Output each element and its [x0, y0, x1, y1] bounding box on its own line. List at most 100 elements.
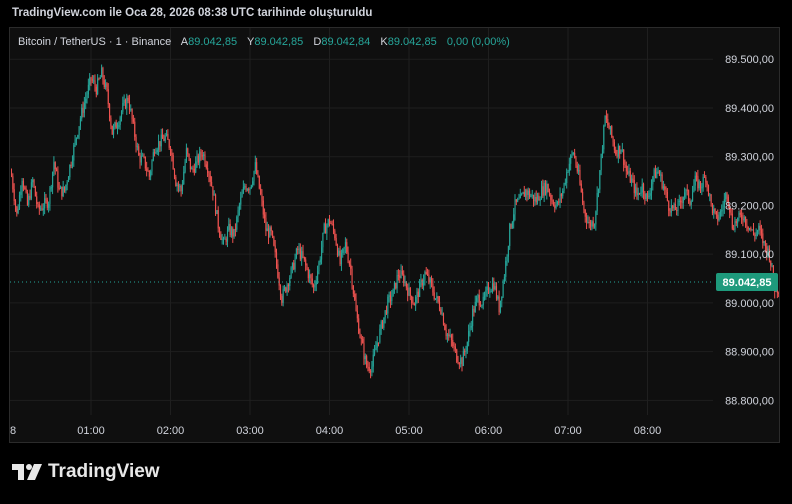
- candle: [529, 188, 531, 199]
- candle: [698, 179, 700, 191]
- candle: [269, 225, 271, 238]
- candle: [635, 183, 637, 197]
- time-axis: 8 01:00 02:00 03:00 04:00 05:00 06:00 07:00 08:0…: [10, 425, 661, 437]
- candle: [289, 275, 291, 291]
- candle: [484, 291, 486, 301]
- candle: [551, 194, 553, 205]
- candle: [411, 295, 413, 309]
- candle: [385, 305, 388, 315]
- candle: [538, 192, 540, 201]
- candle: [79, 115, 81, 130]
- candle: [534, 192, 536, 206]
- candle: [128, 94, 131, 115]
- candle: [89, 73, 91, 91]
- x-tick-label: 07:00: [554, 425, 582, 437]
- candle: [207, 161, 209, 177]
- candle: [495, 282, 498, 301]
- candle: [762, 228, 764, 249]
- candle: [102, 66, 104, 85]
- candle: [620, 149, 622, 155]
- candle: [232, 226, 234, 243]
- candle: [735, 218, 737, 227]
- y-tick-label: 88.800,00: [725, 395, 774, 407]
- candle: [707, 184, 710, 197]
- candle: [719, 209, 721, 220]
- candle: [457, 355, 459, 365]
- candle: [61, 186, 63, 200]
- candle: [768, 245, 770, 263]
- candle: [197, 153, 199, 166]
- candle: [517, 197, 519, 203]
- candle: [124, 98, 127, 110]
- candle: [661, 172, 663, 190]
- candle: [238, 202, 240, 216]
- candle: [131, 108, 133, 124]
- candle: [653, 167, 655, 182]
- candle: [607, 113, 609, 129]
- candle: [613, 139, 615, 154]
- candle: [441, 306, 443, 316]
- candle: [694, 171, 696, 191]
- candle: [442, 312, 445, 326]
- candle: [226, 226, 229, 248]
- candle: [242, 180, 244, 195]
- candle: [472, 305, 474, 333]
- candle: [14, 199, 17, 212]
- candle: [647, 191, 649, 202]
- candle: [371, 360, 373, 377]
- candle: [183, 165, 185, 185]
- candle: [713, 204, 715, 219]
- candle: [274, 239, 276, 258]
- candle: [261, 189, 263, 207]
- candle: [260, 184, 262, 196]
- candle: [212, 185, 214, 201]
- candle: [688, 189, 690, 204]
- candle: [515, 199, 517, 206]
- candle: [741, 209, 743, 224]
- candle: [399, 270, 401, 283]
- candle: [152, 148, 154, 162]
- candle: [535, 190, 537, 205]
- tradingview-logo-icon: [12, 463, 42, 481]
- candle: [624, 159, 626, 168]
- candle: [120, 110, 123, 122]
- candle: [33, 178, 35, 188]
- candle: [290, 266, 292, 279]
- candle: [621, 142, 623, 153]
- candle: [351, 265, 353, 290]
- candle: [168, 138, 170, 150]
- candle: [265, 212, 267, 237]
- candle: [189, 158, 191, 173]
- candle: [175, 174, 177, 187]
- candle: [764, 240, 767, 253]
- chart-frame[interactable]: 89.500,00 89.400,00 89.300,00 89.200,00 89.1…: [9, 27, 780, 443]
- candlestick-chart[interactable]: 89.500,00 89.400,00 89.300,00 89.200,00 89.1…: [10, 28, 780, 443]
- y-tick-label: 89.300,00: [725, 152, 774, 164]
- candle: [758, 223, 760, 235]
- candle: [179, 183, 181, 192]
- candle: [299, 243, 301, 262]
- candle: [780, 288, 781, 301]
- candle: [433, 286, 435, 301]
- candle: [216, 209, 218, 215]
- candle: [547, 183, 549, 193]
- candle: [344, 237, 346, 254]
- candle: [710, 193, 712, 207]
- candle: [264, 208, 266, 224]
- candle: [339, 245, 341, 267]
- candle: [729, 205, 731, 219]
- candle: [550, 193, 552, 207]
- candle: [90, 76, 92, 87]
- candle: [555, 199, 557, 210]
- candle: [629, 167, 631, 184]
- candle: [505, 256, 507, 282]
- candle: [217, 206, 219, 233]
- candle: [62, 180, 64, 198]
- candle: [596, 186, 598, 216]
- candle: [633, 175, 635, 200]
- candle: [692, 185, 694, 202]
- candles: [11, 64, 781, 379]
- candle: [465, 345, 467, 359]
- candle: [718, 211, 720, 222]
- candle: [73, 142, 75, 167]
